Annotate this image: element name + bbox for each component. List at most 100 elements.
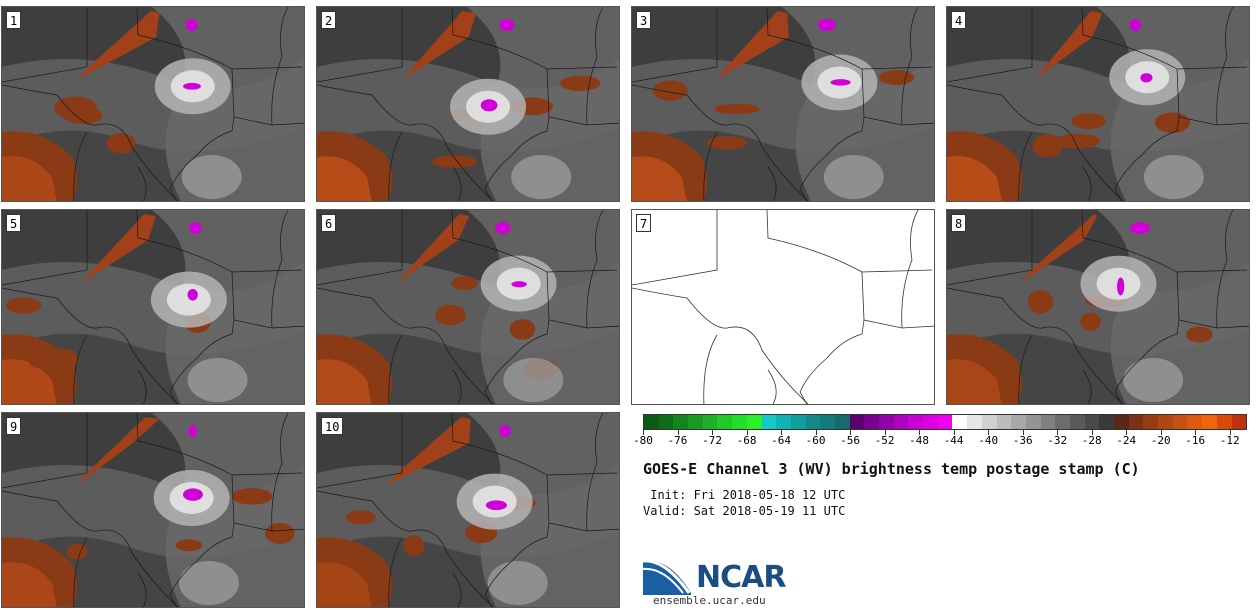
panel-label: 9 <box>6 417 22 435</box>
panel-5: 5 <box>1 209 305 405</box>
panel-label: 3 <box>636 11 652 29</box>
panel-7: 7 <box>631 209 935 405</box>
colorbar-segment <box>644 415 659 429</box>
colorbar-segment <box>1040 415 1056 429</box>
colorbar-segment <box>952 415 968 429</box>
colorbar-segment <box>1231 415 1247 429</box>
colorbar-segment <box>908 415 924 429</box>
init-time: Init: Fri 2018-05-18 12 UTC <box>643 488 846 502</box>
ncar-logo-icon <box>642 559 691 595</box>
valid-time: Valid: Sat 2018-05-19 11 UTC <box>643 504 846 518</box>
panel-3: 3 <box>631 6 935 202</box>
panel-10: 10 <box>316 412 620 608</box>
colorbar-segment <box>1202 415 1217 429</box>
colorbar-tick-label: -80 <box>633 434 653 447</box>
colorbar-tick <box>677 430 679 435</box>
colorbar-segment <box>702 415 718 429</box>
colorbar-tick-label: -56 <box>840 434 861 447</box>
colorbar-segment <box>1143 415 1159 429</box>
colorbar-tick <box>815 430 817 435</box>
colorbar-segment <box>967 415 982 429</box>
colorbar-segment <box>805 415 821 429</box>
colorbar-tick <box>850 430 852 435</box>
colorbar-segment <box>717 415 733 429</box>
colorbar-tick-label: -48 <box>909 434 930 447</box>
panel-label: 5 <box>6 214 22 232</box>
panel-label: 2 <box>321 11 337 29</box>
colorbar-segment <box>1099 415 1114 429</box>
colorbar-segment <box>1084 415 1100 429</box>
colorbar-tick-label: -68 <box>736 434 757 447</box>
panel-4: 4 <box>946 6 1250 202</box>
colorbar-tick-label: -12 <box>1219 434 1240 447</box>
panel-label: 4 <box>951 11 967 29</box>
colorbar-tick <box>1229 430 1231 435</box>
colorbar-tick-label: -76 <box>667 434 688 447</box>
colorbar-tick <box>953 430 955 435</box>
colorbar-segment <box>981 415 997 429</box>
colorbar-tick <box>988 430 990 435</box>
logo-url: ensemble.ucar.edu <box>653 594 766 607</box>
colorbar-segment <box>1025 415 1041 429</box>
colorbar-tick <box>1126 430 1128 435</box>
panel-9: 9 <box>1 412 305 608</box>
colorbar-tick-label: -20 <box>1150 434 1171 447</box>
colorbar-segment <box>1187 415 1203 429</box>
colorbar-tick-label: -40 <box>978 434 999 447</box>
colorbar-tick-label: -36 <box>1012 434 1033 447</box>
colorbar-segment <box>893 415 909 429</box>
panel-label: 10 <box>321 417 344 435</box>
colorbar-tick <box>919 430 921 435</box>
colorbar-tick-label: -52 <box>874 434 895 447</box>
colorbar-segment <box>658 415 674 429</box>
panel-8: 8 <box>946 209 1250 405</box>
colorbar-tick-label: -60 <box>805 434 826 447</box>
colorbar-segment <box>849 415 865 429</box>
colorbar-tick-label: -16 <box>1185 434 1206 447</box>
colorbar-segment <box>1158 415 1173 429</box>
colorbar-segment <box>1216 415 1232 429</box>
colorbar-segment <box>1114 415 1129 429</box>
colorbar-tick <box>746 430 748 435</box>
colorbar-segment <box>1011 415 1026 429</box>
colorbar-segment <box>688 415 703 429</box>
panel-label: 7 <box>636 214 652 232</box>
colorbar-segment <box>879 415 894 429</box>
colorbar-tick <box>643 430 644 435</box>
colorbar-tick <box>1022 430 1024 435</box>
colorbar-tick-label: -32 <box>1047 434 1068 447</box>
ncar-logo-text: NCAR <box>696 560 786 595</box>
colorbar-tick <box>1160 430 1162 435</box>
colorbar-segment <box>790 415 806 429</box>
colorbar-segment <box>923 415 938 429</box>
colorbar-tick-label: -28 <box>1081 434 1102 447</box>
colorbar-segment <box>864 415 879 429</box>
colorbar-segment <box>1055 415 1070 429</box>
figure-title: GOES-E Channel 3 (WV) brightness temp po… <box>643 460 1140 478</box>
panel-label: 8 <box>951 214 967 232</box>
colorbar-segment <box>937 415 953 429</box>
colorbar-segment <box>820 415 835 429</box>
colorbar-tick <box>781 430 783 435</box>
colorbar-tick-label: -24 <box>1116 434 1137 447</box>
colorbar-tick <box>1195 430 1197 435</box>
panel-label: 1 <box>6 11 22 29</box>
colorbar-tick-label: -44 <box>943 434 964 447</box>
colorbar-segment <box>1172 415 1188 429</box>
panel-6: 6 <box>316 209 620 405</box>
colorbar-tick <box>712 430 714 435</box>
colorbar <box>643 414 1247 430</box>
panel-label: 6 <box>321 214 337 232</box>
colorbar-tick <box>1057 430 1059 435</box>
colorbar-segment <box>1069 415 1085 429</box>
colorbar-segment <box>761 415 777 429</box>
colorbar-tick <box>884 430 886 435</box>
colorbar-segment <box>746 415 762 429</box>
colorbar-segment <box>1128 415 1144 429</box>
colorbar-segment <box>996 415 1012 429</box>
colorbar-segment <box>732 415 747 429</box>
panel-1: 1 <box>1 6 305 202</box>
colorbar-tick <box>1091 430 1093 435</box>
colorbar-tick-label: -72 <box>702 434 722 447</box>
colorbar-ticks: -80 -76 -72 -68 -64 -60 -56 -52 -48 -44 -40 -36 -32-… <box>633 430 1247 450</box>
